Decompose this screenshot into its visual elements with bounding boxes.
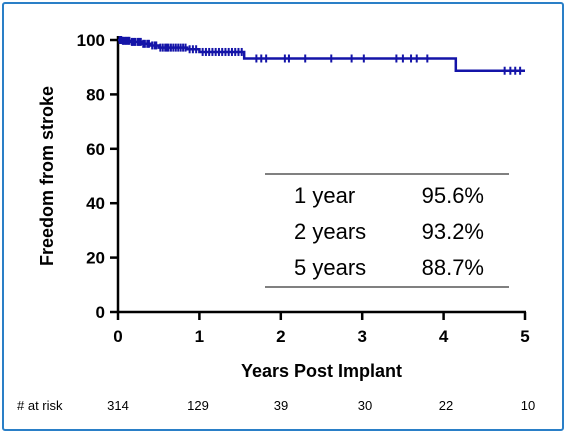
y-tick-label: 80 (86, 85, 105, 104)
survival-table: 1 year 95.6% 2 years 93.2% 5 years 88.7% (265, 173, 509, 288)
y-tick-label: 0 (96, 303, 105, 322)
survival-curve (118, 36, 525, 75)
figure-frame (2, 2, 564, 431)
y-tick-label: 100 (77, 31, 105, 50)
x-tick-label: 3 (357, 327, 366, 346)
table-row-value: 88.7% (422, 255, 484, 280)
at-risk-value: 22 (439, 398, 453, 413)
at-risk-value: 129 (187, 398, 209, 413)
x-tick-label: 4 (439, 327, 449, 346)
at-risk-value: 314 (107, 398, 129, 413)
y-tick-label: 60 (86, 140, 105, 159)
at-risk-value: 39 (274, 398, 288, 413)
table-row-label: 1 year (294, 183, 355, 208)
x-axis-label: Years Post Implant (241, 361, 402, 381)
table-row-label: 5 years (294, 255, 366, 280)
at-risk-label: # at risk (17, 398, 63, 413)
x-tick-label: 5 (520, 327, 529, 346)
x-tick-label: 0 (113, 327, 122, 346)
at-risk-row: # at risk 314 129 39 30 22 10 (17, 398, 535, 413)
x-tick-label: 1 (195, 327, 204, 346)
table-row-label: 2 years (294, 219, 366, 244)
axes: 0 20 40 60 80 100 0 1 2 3 4 5 Years Post Implant Free… (37, 31, 530, 381)
y-tick-label: 40 (86, 194, 105, 213)
x-tick-label: 2 (276, 327, 285, 346)
y-axis-label: Freedom from stroke (37, 86, 57, 266)
at-risk-value: 10 (521, 398, 535, 413)
at-risk-value: 30 (358, 398, 372, 413)
y-tick-label: 20 (86, 249, 105, 268)
table-row-value: 93.2% (422, 219, 484, 244)
table-row-value: 95.6% (422, 183, 484, 208)
